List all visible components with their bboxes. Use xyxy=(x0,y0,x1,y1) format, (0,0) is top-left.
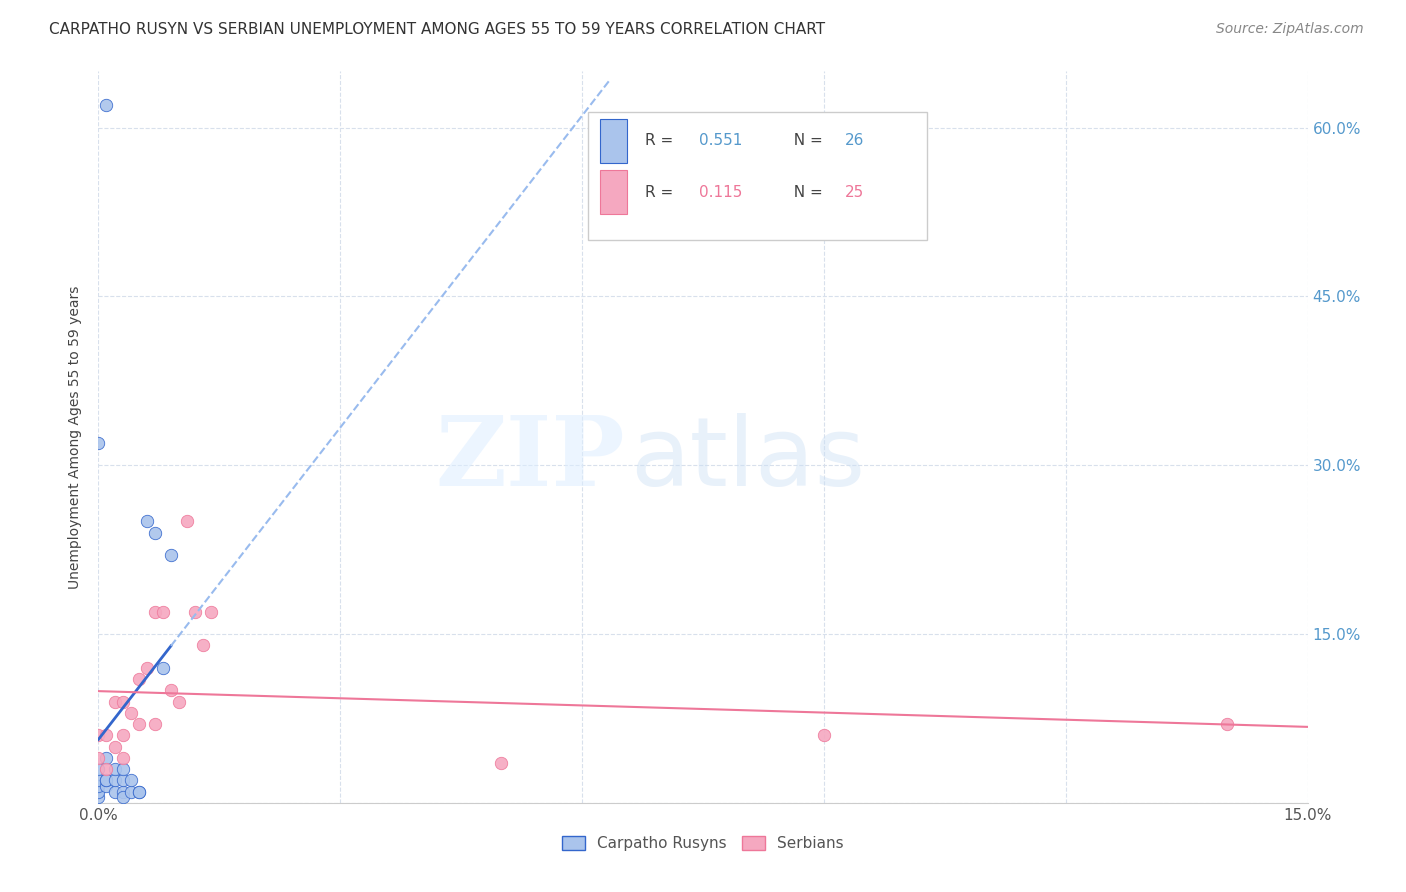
Text: 26: 26 xyxy=(845,133,863,148)
Point xyxy=(87,435,110,450)
Point xyxy=(193,638,215,652)
Point xyxy=(135,661,157,675)
Point xyxy=(111,784,134,798)
Point xyxy=(176,515,198,529)
Point xyxy=(111,762,134,776)
Point xyxy=(103,694,125,708)
Point xyxy=(87,790,110,805)
Point xyxy=(96,751,118,765)
Point xyxy=(96,779,118,793)
Point xyxy=(143,605,166,619)
Point xyxy=(87,773,110,788)
Point xyxy=(103,762,125,776)
Point xyxy=(87,762,110,776)
Text: Source: ZipAtlas.com: Source: ZipAtlas.com xyxy=(1216,22,1364,37)
Point xyxy=(103,784,125,798)
Legend: Carpatho Rusyns, Serbians: Carpatho Rusyns, Serbians xyxy=(555,830,851,857)
Text: N =: N = xyxy=(785,185,828,200)
Point xyxy=(120,784,142,798)
Text: 25: 25 xyxy=(845,185,863,200)
Point xyxy=(160,548,183,562)
Point xyxy=(96,728,118,742)
Point xyxy=(111,790,134,805)
Point xyxy=(200,605,222,619)
FancyBboxPatch shape xyxy=(600,119,627,163)
Point xyxy=(1216,717,1239,731)
Point xyxy=(152,605,174,619)
Point xyxy=(143,717,166,731)
Point xyxy=(128,784,150,798)
Point xyxy=(128,672,150,686)
Point xyxy=(128,717,150,731)
Point xyxy=(111,773,134,788)
Point xyxy=(128,784,150,798)
Point xyxy=(111,728,134,742)
Text: CARPATHO RUSYN VS SERBIAN UNEMPLOYMENT AMONG AGES 55 TO 59 YEARS CORRELATION CHA: CARPATHO RUSYN VS SERBIAN UNEMPLOYMENT A… xyxy=(49,22,825,37)
Text: R =: R = xyxy=(645,133,678,148)
Point xyxy=(96,98,118,112)
FancyBboxPatch shape xyxy=(600,170,627,214)
Point xyxy=(111,694,134,708)
Text: atlas: atlas xyxy=(630,412,866,506)
Text: 0.115: 0.115 xyxy=(699,185,742,200)
Point xyxy=(184,605,207,619)
Point xyxy=(96,773,118,788)
Point xyxy=(143,525,166,540)
Point xyxy=(160,683,183,698)
Point xyxy=(96,762,118,776)
Text: R =: R = xyxy=(645,185,678,200)
Point xyxy=(120,773,142,788)
Point xyxy=(103,773,125,788)
Point xyxy=(87,784,110,798)
Point xyxy=(491,756,513,771)
Text: ZIP: ZIP xyxy=(434,412,624,506)
Point xyxy=(111,751,134,765)
Text: 0.551: 0.551 xyxy=(699,133,742,148)
Text: N =: N = xyxy=(785,133,828,148)
Point xyxy=(120,706,142,720)
Point xyxy=(87,779,110,793)
Point xyxy=(167,694,190,708)
Point xyxy=(813,728,835,742)
Point xyxy=(152,661,174,675)
Y-axis label: Unemployment Among Ages 55 to 59 years: Unemployment Among Ages 55 to 59 years xyxy=(69,285,83,589)
Point xyxy=(103,739,125,754)
Point xyxy=(96,773,118,788)
Point xyxy=(87,728,110,742)
Point xyxy=(135,515,157,529)
Point xyxy=(87,751,110,765)
FancyBboxPatch shape xyxy=(588,112,927,240)
